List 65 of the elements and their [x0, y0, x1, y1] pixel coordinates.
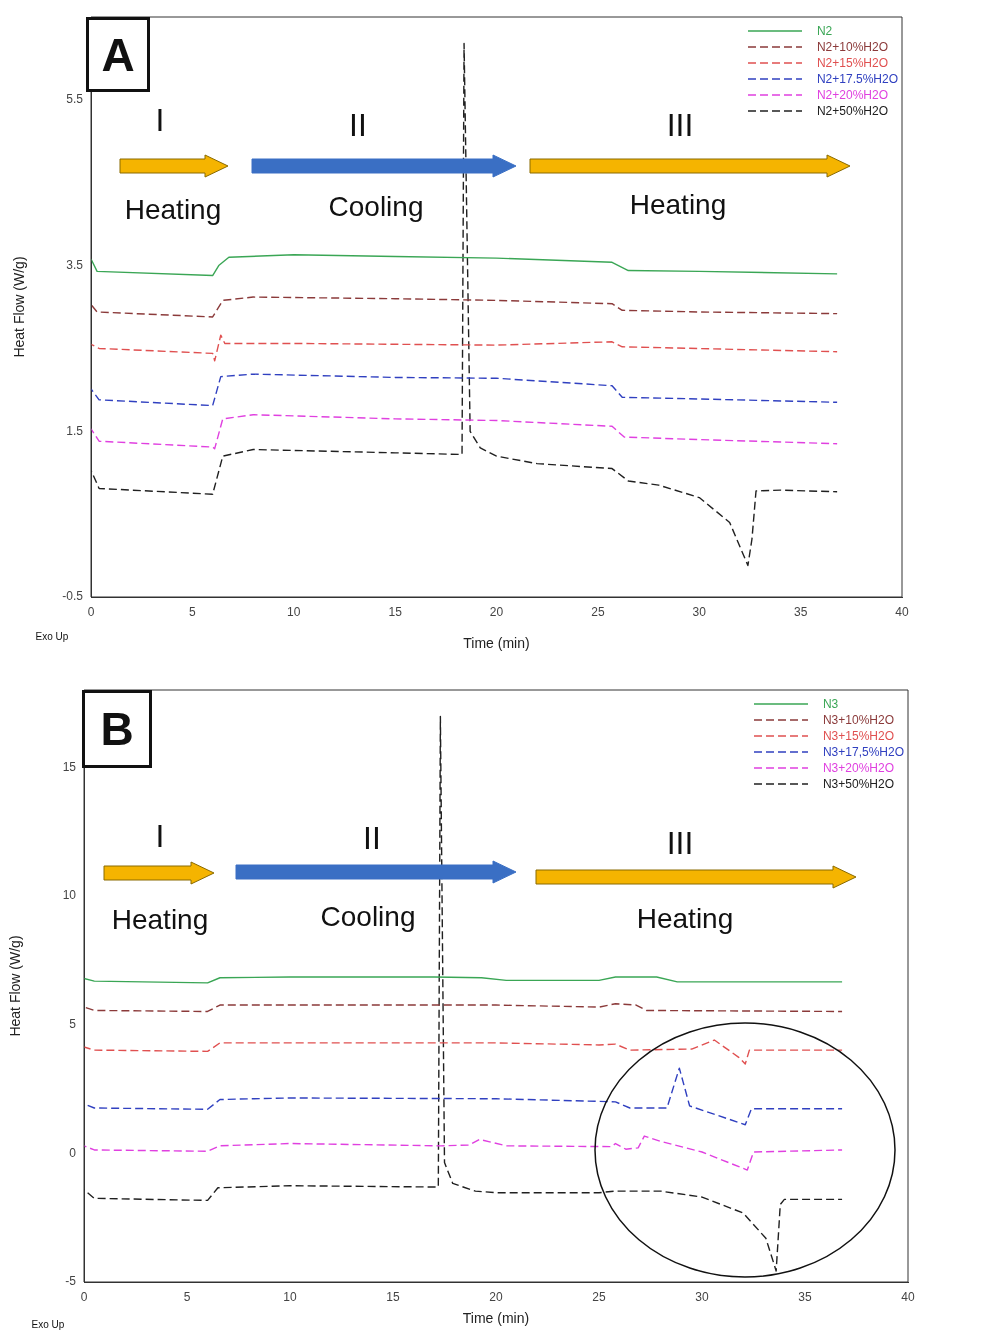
x-tick-label: 10: [283, 1289, 297, 1304]
y-tick-label: 5.5: [66, 92, 84, 107]
legend-label: N2+50%H2O: [816, 103, 888, 119]
legend-label: N2: [816, 23, 833, 39]
y-axis-title: Heat Flow (W/g): [11, 256, 28, 358]
x-tick-label: 15: [388, 604, 403, 619]
annotation: B: [82, 690, 152, 768]
legend-label: N3+50%H2O: [822, 776, 894, 792]
annotation: A: [86, 17, 150, 92]
legend-label: N3+10%H2O: [822, 712, 894, 728]
annotation: Heating: [111, 904, 209, 935]
x-tick-label: 40: [901, 1289, 915, 1304]
x-tick-label: 20: [489, 1289, 503, 1304]
y-tick-label: 3.5: [66, 257, 84, 272]
line-series: [91, 296, 838, 318]
y-tick-label: 1.5: [66, 423, 84, 438]
x-tick-label: 15: [386, 1289, 400, 1304]
x-tick-label: 0: [87, 604, 95, 619]
line-series: [84, 1135, 843, 1171]
x-tick-label: 5: [183, 1289, 191, 1304]
annotation: Heating: [636, 903, 734, 934]
text: Exo Up: [35, 631, 69, 642]
annotation: Cooling: [328, 191, 424, 222]
y-tick-label: 10: [62, 888, 77, 903]
y-tick-label: 5: [69, 1016, 77, 1031]
legend-label: N3+15%H2O: [822, 728, 894, 744]
x-axis-title: Time (min): [463, 635, 530, 652]
x-tick-label: 25: [591, 604, 605, 619]
x-tick-label: 25: [592, 1289, 606, 1304]
annotation: II: [363, 820, 381, 856]
x-tick-label: 35: [798, 1289, 812, 1304]
line-series: [84, 1039, 843, 1065]
annotation: III: [666, 825, 694, 861]
line-series: [91, 414, 838, 450]
x-tick-label: 40: [895, 604, 909, 619]
legend-label: N3+20%H2O: [822, 760, 894, 776]
x-axis-title: Time (min): [462, 1310, 530, 1327]
x-tick-label: 10: [287, 604, 301, 619]
y-tick-label: 0: [69, 1145, 77, 1160]
annotation: I: [155, 102, 165, 138]
text: Exo Up: [31, 1319, 65, 1330]
y-tick-label: 15: [62, 759, 77, 774]
x-tick-label: 20: [489, 604, 504, 619]
x-tick-label: 35: [793, 604, 808, 619]
annotation: Cooling: [320, 901, 416, 932]
legend-label: N2+20%H2O: [816, 87, 888, 103]
line-series: [84, 1003, 843, 1013]
annotation: II: [349, 107, 367, 143]
y-axis-title: Heat Flow (W/g): [7, 935, 24, 1037]
x-tick-label: 30: [695, 1289, 709, 1304]
legend-label: N3: [822, 696, 839, 712]
annotation: Heating: [629, 189, 727, 220]
annotation: III: [666, 107, 694, 143]
annotation: I: [155, 818, 165, 854]
x-tick-label: 5: [189, 604, 197, 619]
legend-label: N2+15%H2O: [816, 55, 888, 71]
y-tick-label: -5: [65, 1274, 77, 1289]
legend-label: N2+17.5%H2O: [816, 71, 898, 87]
line-series: [91, 373, 838, 407]
y-tick-label: -0.5: [62, 589, 84, 604]
annotation: Heating: [124, 194, 222, 225]
legend-label: N2+10%H2O: [816, 39, 888, 55]
line-series: [91, 334, 838, 362]
legend-label: N3+17,5%H2O: [822, 744, 904, 760]
x-tick-label: 30: [692, 604, 707, 619]
